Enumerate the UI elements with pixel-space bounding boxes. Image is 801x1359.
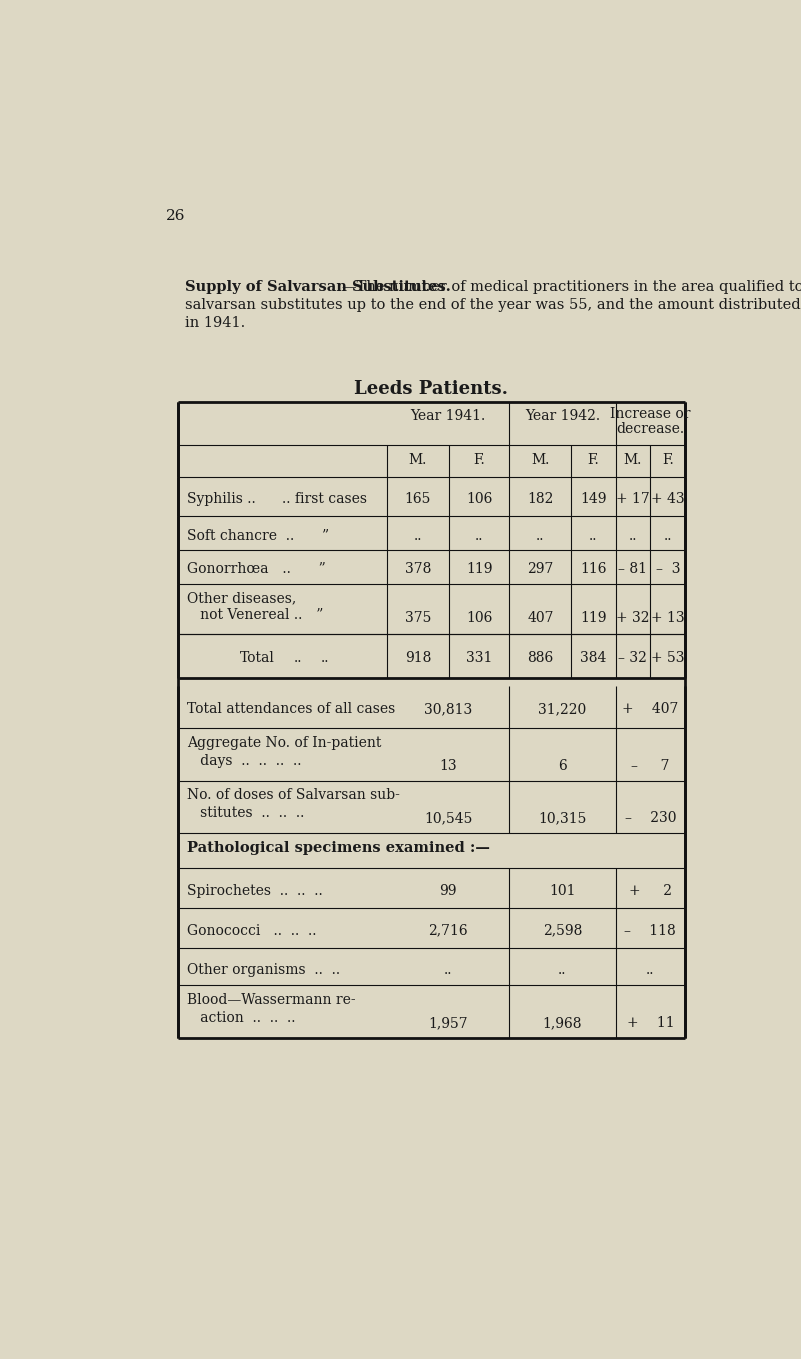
Text: –  230: – 230	[625, 811, 676, 825]
Text: –   7: – 7	[631, 758, 670, 773]
Text: 106: 106	[466, 612, 493, 625]
Text: Soft chancre  ..  ”: Soft chancre .. ”	[187, 529, 329, 542]
Text: M.: M.	[531, 453, 549, 466]
Text: 10,545: 10,545	[424, 811, 473, 825]
Text: decrease.: decrease.	[616, 421, 684, 436]
Text: Total attendances of all cases: Total attendances of all cases	[187, 703, 395, 716]
Text: Other organisms  ..  ..: Other organisms .. ..	[187, 962, 340, 977]
Text: – 81: – 81	[618, 563, 647, 576]
Text: 2,716: 2,716	[429, 924, 468, 938]
Text: –  118: – 118	[625, 924, 676, 938]
Text: ..: ..	[293, 651, 302, 665]
Text: 165: 165	[405, 492, 431, 506]
Text: ..: ..	[444, 962, 453, 977]
Text: +  407: + 407	[622, 703, 678, 716]
Text: 99: 99	[440, 883, 457, 897]
Text: + 43: + 43	[651, 492, 685, 506]
Text: Pathological specimens examined :—: Pathological specimens examined :—	[187, 841, 489, 855]
Text: 918: 918	[405, 651, 431, 665]
Text: Aggregate No. of In-patient: Aggregate No. of In-patient	[187, 737, 381, 750]
Text: –  3: – 3	[655, 563, 680, 576]
Text: +  11: + 11	[626, 1015, 674, 1030]
Text: 1,957: 1,957	[429, 1015, 468, 1030]
Text: 31,220: 31,220	[538, 703, 586, 716]
Text: 407: 407	[527, 612, 553, 625]
Text: Gonococci   ..  ..  ..: Gonococci .. .. ..	[187, 924, 316, 938]
Text: ..: ..	[646, 962, 654, 977]
Text: + 17: + 17	[616, 492, 650, 506]
Text: action  ..  ..  ..: action .. .. ..	[187, 1011, 296, 1025]
Text: + 13: + 13	[651, 612, 685, 625]
Text: ..: ..	[629, 529, 637, 542]
Text: 2,598: 2,598	[543, 924, 582, 938]
Text: M.: M.	[409, 453, 427, 466]
Text: Gonorrhœa ..  ”: Gonorrhœa .. ”	[187, 563, 326, 576]
Text: 1,968: 1,968	[542, 1015, 582, 1030]
Text: 119: 119	[466, 563, 493, 576]
Text: 384: 384	[580, 651, 606, 665]
Text: Blood—Wassermann re-: Blood—Wassermann re-	[187, 993, 356, 1007]
Text: ..: ..	[320, 651, 329, 665]
Text: not Venereal .. ”: not Venereal .. ”	[187, 607, 324, 622]
Text: 10,315: 10,315	[538, 811, 586, 825]
Text: 182: 182	[527, 492, 553, 506]
Text: Year 1942.: Year 1942.	[525, 409, 600, 424]
Text: F.: F.	[588, 453, 599, 466]
Text: ..: ..	[413, 529, 422, 542]
Text: Other diseases,: Other diseases,	[187, 591, 296, 605]
Text: Leeds Patients.: Leeds Patients.	[354, 381, 509, 398]
Text: ..: ..	[663, 529, 672, 542]
Text: Increase or: Increase or	[610, 408, 690, 421]
Text: Total: Total	[239, 651, 275, 665]
Text: salvarsan substitutes up to the end of the year was 55, and the amount distribut: salvarsan substitutes up to the end of t…	[185, 298, 801, 313]
Text: 106: 106	[466, 492, 493, 506]
Text: Spirochetes  ..  ..  ..: Spirochetes .. .. ..	[187, 883, 323, 897]
Text: 116: 116	[580, 563, 606, 576]
Text: ..: ..	[590, 529, 598, 542]
Text: M.: M.	[624, 453, 642, 466]
Text: No. of doses of Salvarsan sub-: No. of doses of Salvarsan sub-	[187, 788, 400, 802]
Text: F.: F.	[473, 453, 485, 466]
Text: 886: 886	[527, 651, 553, 665]
Text: 375: 375	[405, 612, 431, 625]
Text: 378: 378	[405, 563, 431, 576]
Text: ..: ..	[558, 962, 566, 977]
Text: 26: 26	[166, 209, 186, 223]
Text: +   2: + 2	[629, 883, 672, 897]
Text: 149: 149	[580, 492, 606, 506]
Text: Supply of Salvarsan Substitutes.: Supply of Salvarsan Substitutes.	[185, 280, 451, 294]
Text: 30,813: 30,813	[424, 703, 473, 716]
Text: stitutes  ..  ..  ..: stitutes .. .. ..	[187, 806, 304, 819]
Text: + 32: + 32	[616, 612, 650, 625]
Text: 13: 13	[439, 758, 457, 773]
Text: ..: ..	[475, 529, 483, 542]
Text: in 1941.: in 1941.	[185, 317, 246, 330]
Text: + 53: + 53	[651, 651, 685, 665]
Text: 6: 6	[558, 758, 567, 773]
Text: 297: 297	[527, 563, 553, 576]
Text: 331: 331	[466, 651, 493, 665]
Text: Syphilis ..      .. first cases: Syphilis .. .. first cases	[187, 492, 367, 506]
Text: F.: F.	[662, 453, 674, 466]
Text: 101: 101	[549, 883, 576, 897]
Text: 119: 119	[580, 612, 606, 625]
Text: ..: ..	[536, 529, 545, 542]
Text: – 32: – 32	[618, 651, 647, 665]
Text: days  ..  ..  ..  ..: days .. .. .. ..	[187, 754, 301, 768]
Text: —The number of medical practitioners in the area qualified to receive free suppl: —The number of medical practitioners in …	[341, 280, 801, 294]
Text: Year 1941.: Year 1941.	[410, 409, 485, 424]
